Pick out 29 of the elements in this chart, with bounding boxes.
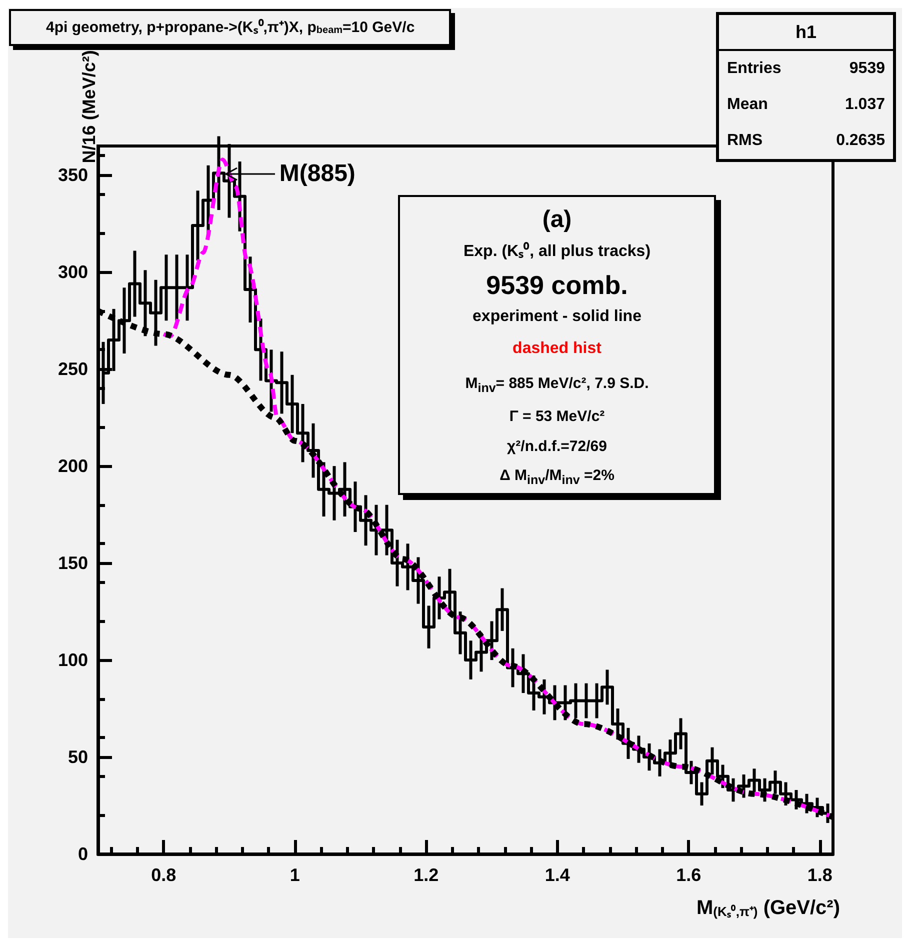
y-tick-label: 350 bbox=[58, 165, 88, 186]
x-tick-label: 1.6 bbox=[676, 865, 702, 885]
y-tick-label: 50 bbox=[68, 747, 88, 768]
x-tick-label: 1.8 bbox=[807, 865, 832, 885]
y-tick-label: 200 bbox=[58, 456, 88, 476]
y-tick-label: 0 bbox=[78, 844, 88, 864]
y-tick-label: 300 bbox=[58, 262, 88, 282]
annotation: experiment - solid line bbox=[472, 307, 642, 327]
x-tick-label: 1.2 bbox=[414, 865, 439, 885]
annotation: Γ = 53 MeV/c² bbox=[508, 407, 606, 427]
annotation: RMS bbox=[727, 132, 763, 150]
annotation: Δ M$_{inv}$/M$_{inv}$ =2% bbox=[498, 466, 616, 489]
y-axis-title: N/16 (MeV/c²) bbox=[79, 50, 99, 164]
annotation: Exp. (Kₛ⁰, all plus tracks) bbox=[462, 241, 652, 262]
stats-box: h1 Entries 9539 Mean 1.037 RMS 0.2635 bbox=[716, 12, 896, 162]
annotation: (a) bbox=[541, 205, 573, 235]
y-tick-label: 100 bbox=[58, 650, 88, 670]
annotation: χ²/n.d.f.=72/69 bbox=[506, 437, 608, 457]
x-tick-label: 1 bbox=[290, 865, 300, 885]
x-tick-label: 0.8 bbox=[151, 865, 176, 885]
x-tick-label: 1.4 bbox=[544, 865, 570, 885]
x-axis-title: M(Kₛ⁰,π⁺) (GeV/c²) bbox=[696, 897, 840, 919]
chart-title: 4pi geometry, p+propane->(Kₛ⁰,π⁺)X, pbeam=10 GeV/c bbox=[46, 18, 415, 36]
annotation: dashed hist bbox=[512, 339, 602, 359]
y-tick-label: 150 bbox=[58, 553, 88, 574]
y-tick-label: 250 bbox=[58, 359, 88, 380]
annotation: M(885) bbox=[279, 160, 356, 188]
annotation: 9539 comb. bbox=[485, 269, 629, 302]
annotation: M$_{inv}$= 885 MeV/c², 7.9 S.D. bbox=[464, 374, 650, 397]
